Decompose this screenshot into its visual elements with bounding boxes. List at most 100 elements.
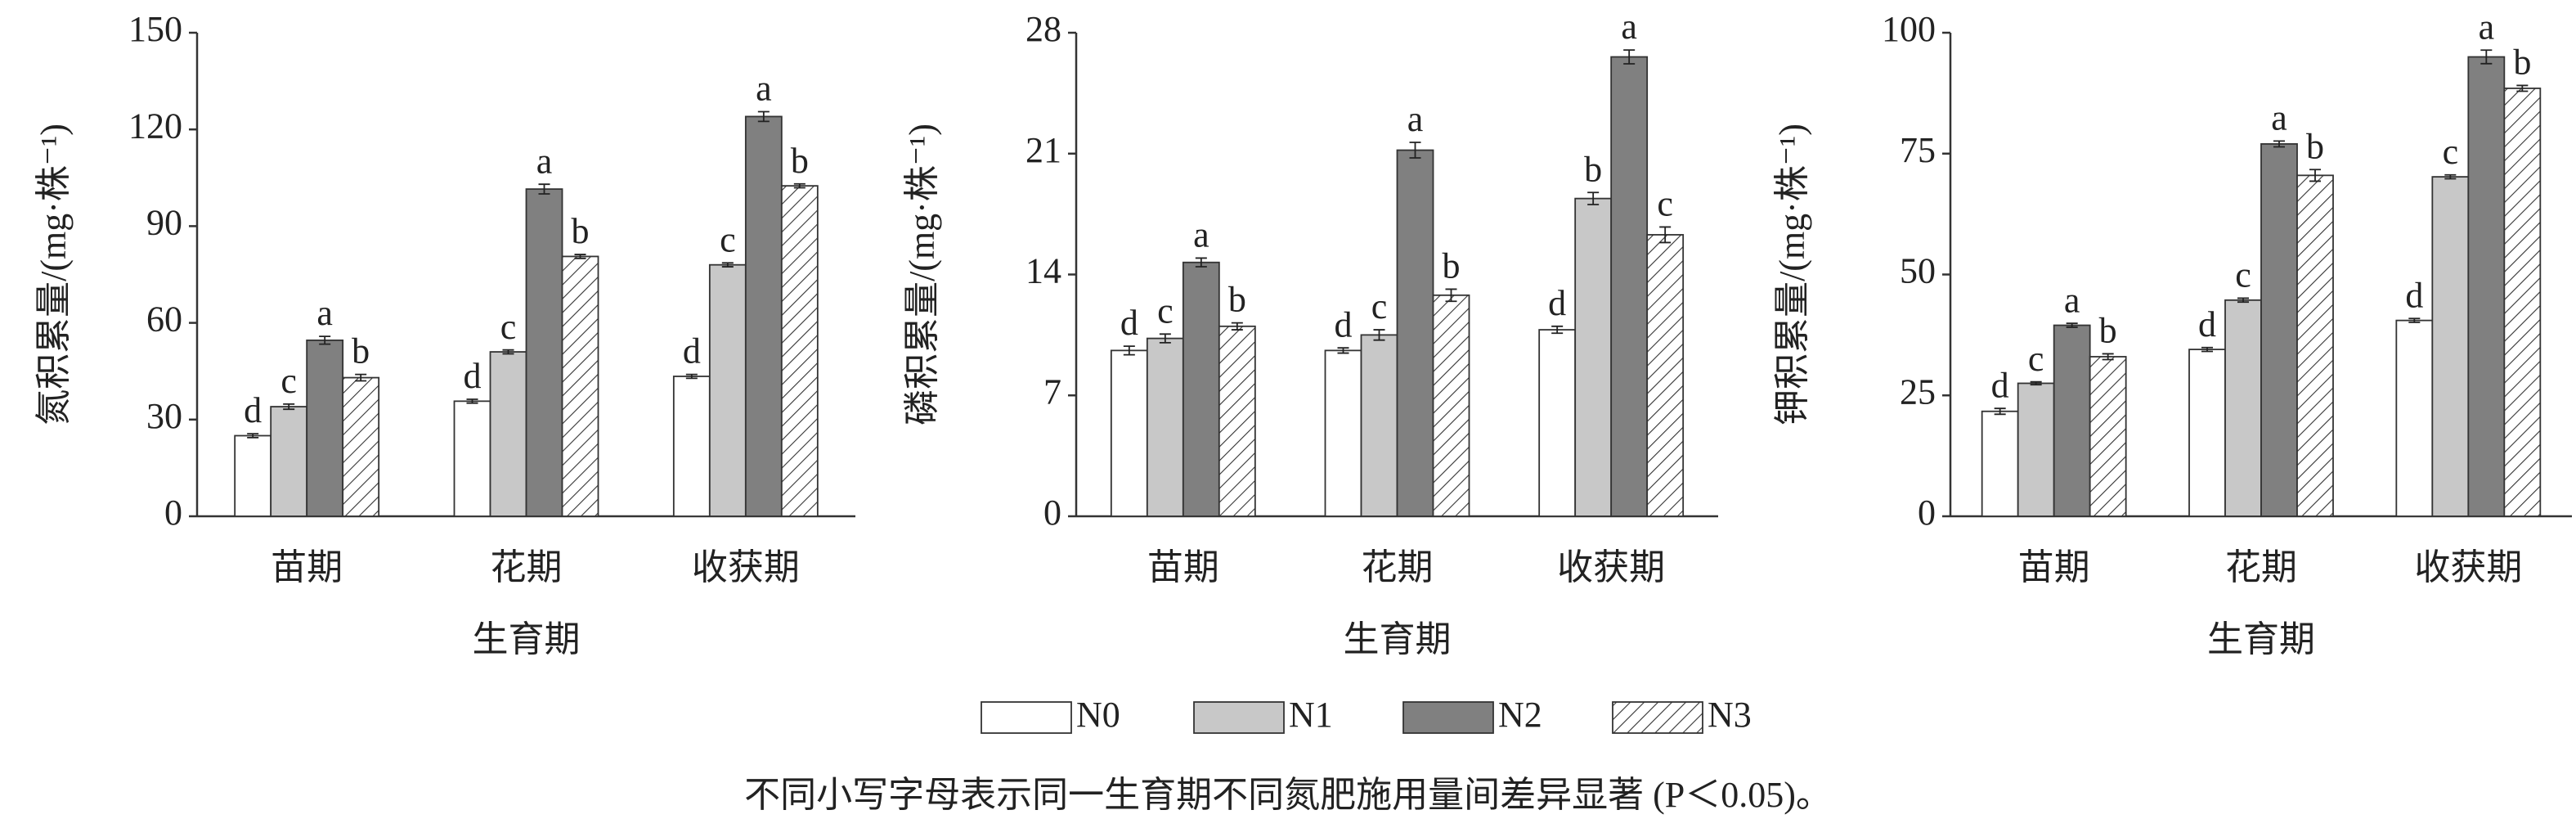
y-tick-label: 30 [146,396,182,436]
bar [1574,197,1613,517]
legend-swatch [1612,701,1703,734]
y-tick-label: 21 [1025,130,1061,170]
significance-letter: d [1548,283,1566,323]
bar [2431,176,2470,517]
error-bar [2201,346,2213,353]
bar [2224,299,2262,517]
significance-letter: c [2443,132,2459,172]
x-tick-label: 花期 [2225,547,2297,587]
bar [2053,324,2091,517]
error-bar [1623,49,1636,65]
significance-letter: d [1120,303,1138,343]
significance-letter: c [1657,184,1673,224]
x-tick-label: 收获期 [692,547,800,587]
y-tick-label: 14 [1025,251,1061,291]
error-bar [1994,407,2006,416]
significance-letter: b [2513,43,2531,83]
error-bar [1587,191,1600,205]
bar [2017,382,2055,517]
bar [525,188,563,517]
x-tick-label: 苗期 [2018,547,2090,587]
error-bar [1445,288,1457,303]
error-bar [1231,322,1243,331]
bar [1538,329,1577,517]
bar [2260,143,2298,517]
significance-letter: b [1443,246,1461,286]
bar [780,185,819,517]
x-axis-label: 生育期 [473,619,581,659]
significance-letter: a [1621,7,1637,47]
footnote: 不同小写字母表示同一生育期不同氮肥施用量间差异显著 (P＜0.05)。 [744,775,1832,815]
legend-swatch [1193,701,1285,734]
bar [2467,56,2506,517]
significance-letter: a [1407,99,1424,139]
y-tick-label: 150 [128,9,182,49]
error-bar [319,335,331,345]
error-bar [2309,169,2321,182]
error-bar [502,349,514,355]
significance-letter: c [1157,290,1174,331]
bar [2395,319,2434,517]
significance-letter: a [2064,280,2080,320]
bar [2089,356,2127,517]
significance-letter: d [2405,275,2423,315]
y-tick-label: 0 [1918,493,1936,533]
y-tick-label: 28 [1025,9,1061,49]
y-tick-label: 60 [146,299,182,340]
y-tick-label: 7 [1043,371,1061,412]
error-bar [1195,257,1207,268]
error-bar [1373,329,1385,341]
error-bar [538,183,550,195]
bar [1218,325,1256,517]
error-bar [466,398,478,404]
error-bar [2408,317,2421,323]
error-bar [2030,380,2042,386]
significance-letter: a [316,293,333,333]
y-tick-label: 0 [164,493,182,533]
y-axis-label: 钾积累量/(mg·株⁻¹) [1772,124,1812,425]
error-bar [2237,297,2249,304]
bar [1646,234,1685,517]
bar [561,255,599,517]
bar [1610,56,1649,517]
significance-letter: d [1335,304,1353,344]
significance-letter: c [2028,339,2044,379]
legend-label: N0 [1076,695,1120,735]
significance-letter: d [244,390,262,430]
legend-label: N1 [1289,695,1333,735]
error-bar [283,403,295,411]
y-axis-label: 氮积累量/(mg·株⁻¹) [34,124,74,425]
bar [453,400,491,517]
legend-label: N3 [1708,695,1752,735]
significance-letter: c [280,361,297,401]
significance-letter: b [572,211,590,251]
error-bar [1551,325,1564,335]
error-bar [685,373,698,380]
y-tick-label: 90 [146,202,182,242]
y-axis-label: 磷积累量/(mg·株⁻¹) [902,124,942,425]
significance-letter: b [1584,149,1602,189]
significance-letter: c [720,219,736,259]
bar [744,115,783,517]
y-tick-label: 25 [1900,371,1936,412]
error-bar [2102,353,2114,361]
significance-letter: a [1193,215,1209,255]
significance-letter: c [500,307,517,347]
x-tick-label: 苗期 [1147,547,1219,587]
x-axis-label: 生育期 [1344,619,1452,659]
error-bar [757,110,770,123]
x-tick-label: 花期 [1362,547,1434,587]
y-tick-label: 100 [1882,9,1936,49]
bar [342,376,380,517]
error-bar [574,254,586,259]
y-tick-label: 0 [1043,493,1061,533]
legend-swatch [981,701,1072,734]
y-tick-label: 50 [1900,251,1936,291]
bar [1324,349,1362,517]
significance-letter: b [2306,126,2324,166]
bar [2188,349,2226,517]
error-bar [1123,345,1135,356]
error-bar [1159,333,1171,344]
significance-letter: a [2271,97,2287,137]
